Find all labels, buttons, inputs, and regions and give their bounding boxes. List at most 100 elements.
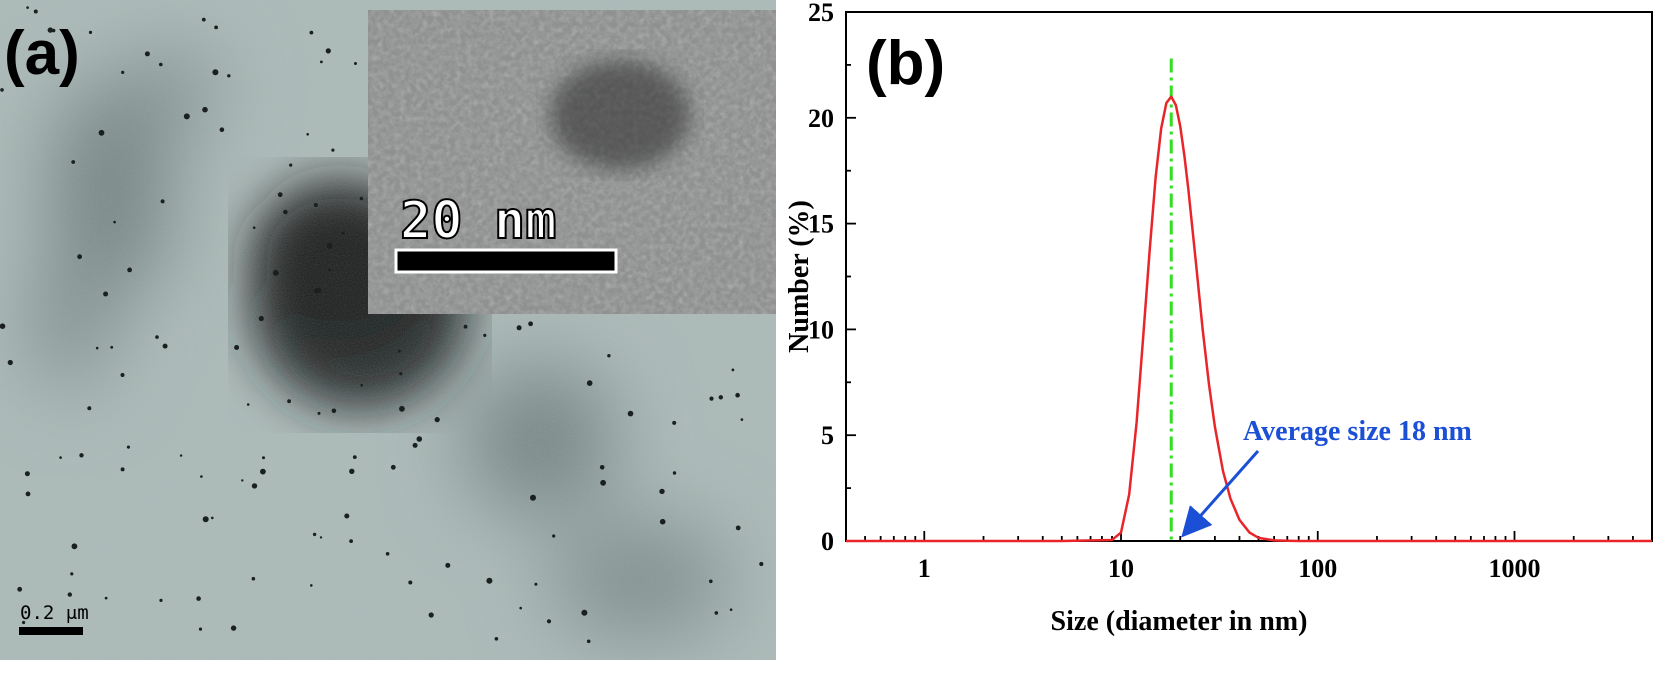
nanoparticle-dot <box>600 479 606 486</box>
nanoparticle-dot <box>483 333 487 337</box>
nanoparticle-dot <box>17 586 23 592</box>
nanoparticle-dot <box>196 596 201 601</box>
nanoparticle-dot <box>399 372 403 376</box>
annotation-text: Average size 18 nm <box>1243 416 1472 447</box>
nanoparticle-dot <box>416 436 423 442</box>
x-axis-title: Size (diameter in nm) <box>1051 606 1308 637</box>
nanoparticle-dot <box>586 380 593 386</box>
nanoparticle-dot <box>59 456 62 459</box>
nanoparticle-dot <box>33 9 38 14</box>
nanoparticle-dot <box>201 17 206 22</box>
x-tick-label: 10 <box>1108 554 1134 583</box>
nanoparticle-dot <box>312 532 317 537</box>
nanoparticle-dot <box>310 584 313 587</box>
nanoparticle-dot <box>390 464 396 470</box>
y-axis-ticks: 0 5 10 15 20 25 <box>808 0 856 556</box>
nanoparticle-dot <box>251 483 258 489</box>
nanoparticle-dot <box>113 220 116 224</box>
nanoparticle-dot <box>709 579 713 584</box>
nanoparticle-dot <box>211 516 214 520</box>
nanoparticle-dot <box>328 268 331 272</box>
nanoparticle-dot <box>252 226 256 229</box>
nanoparticle-dot <box>98 129 105 136</box>
nanoparticle-dot <box>352 455 357 459</box>
x-tick-label: 100 <box>1298 554 1337 583</box>
nanoparticle-dot <box>428 612 434 618</box>
nanoparticle-dot <box>71 160 76 164</box>
nanoparticle-dot <box>354 62 357 65</box>
nanoparticle-dot <box>349 539 353 543</box>
annotation-arrow <box>1181 450 1260 538</box>
nanoparticle-dot <box>516 325 522 331</box>
nanoparticle-dot <box>718 395 723 400</box>
nanoparticle-dot <box>313 203 318 207</box>
inset-scale-bar <box>394 248 618 274</box>
nanoparticle-dot <box>325 48 331 54</box>
y-tick-label: 20 <box>808 104 834 133</box>
nanoparticle-dot <box>183 113 190 120</box>
nanoparticle-dot <box>528 321 533 327</box>
nanoparticle-dot <box>709 396 714 401</box>
inset-nanoparticle <box>550 60 690 170</box>
panel-a-label: (a) <box>4 19 80 88</box>
x-tick-label: 1 <box>918 554 931 583</box>
nanoparticle-dot <box>486 577 493 584</box>
nanoparticle-dot <box>341 231 345 235</box>
nanoparticle-dot <box>214 25 219 30</box>
nanoparticle-dot <box>463 324 468 329</box>
nanoparticle-dot <box>399 405 405 412</box>
nanoparticle-dot <box>289 163 293 167</box>
nanoparticle-dot <box>71 543 78 550</box>
nanoparticle-dot <box>159 62 163 67</box>
nanoparticle-dot <box>26 6 29 9</box>
nanoparticle-dot <box>672 420 677 425</box>
nanoparticle-dot <box>306 133 310 136</box>
nanoparticle-dot <box>729 608 733 611</box>
panel-b-label: (b) <box>866 29 945 98</box>
nanoparticle-dot <box>672 471 677 475</box>
nanoparticle-dot <box>331 408 337 414</box>
nanoparticle-dot <box>320 60 323 64</box>
y-axis-title: Number (%) <box>784 200 815 353</box>
nanoparticle-dot <box>230 625 237 631</box>
nanoparticle-dot <box>272 269 279 276</box>
nanoparticle-dot <box>155 335 159 339</box>
nanoparticle-dot <box>552 534 556 538</box>
nanoparticle-dot <box>160 199 165 204</box>
nanoparticle-dot <box>359 196 364 201</box>
nanoparticle-dot <box>659 518 666 525</box>
nanoparticle-dot <box>162 343 168 349</box>
y-tick-label: 5 <box>821 421 834 450</box>
nanoparticle-dot <box>110 345 114 349</box>
nanoparticle-dot <box>258 315 264 322</box>
y-tick-label: 10 <box>808 315 834 344</box>
nanoparticle-dot <box>412 442 418 448</box>
nanoparticle-dot <box>659 488 665 495</box>
nanoparticle-dot <box>360 383 364 387</box>
main-scale-bar <box>19 627 83 635</box>
nanoparticle-dot <box>79 453 84 458</box>
nanoparticle-dot <box>241 479 244 482</box>
tem-image-panel: 20 nm (a) 0.2 μm <box>0 0 776 660</box>
nanoparticle-dot <box>24 471 30 477</box>
nanoparticle-dot <box>434 417 440 423</box>
nanoparticle-dot <box>530 494 536 501</box>
nanoparticle-dot <box>67 592 73 597</box>
nanoparticle-dot <box>262 456 265 460</box>
nanoparticle-dot <box>317 411 321 415</box>
nanoparticle-dot <box>219 127 225 132</box>
nanoparticle-dot <box>87 406 92 411</box>
nanoparticle-dot <box>385 552 390 556</box>
nanoparticle-dot <box>309 30 314 35</box>
nanoparticle-dot <box>121 70 125 74</box>
nanoparticle-dot <box>120 373 125 377</box>
nanoparticle-dot <box>77 254 82 260</box>
tem-micrograph: 20 nm (a) 0.2 μm <box>0 0 776 660</box>
nanoparticle-dot <box>202 516 209 523</box>
nanoparticle-dot <box>735 392 740 398</box>
nanoparticle-dot <box>246 403 250 406</box>
nanoparticle-dot <box>445 562 451 568</box>
nanoparticle-dot <box>283 209 288 215</box>
nanoparticle-dot <box>331 148 335 152</box>
nanoparticle-dot <box>714 611 719 615</box>
